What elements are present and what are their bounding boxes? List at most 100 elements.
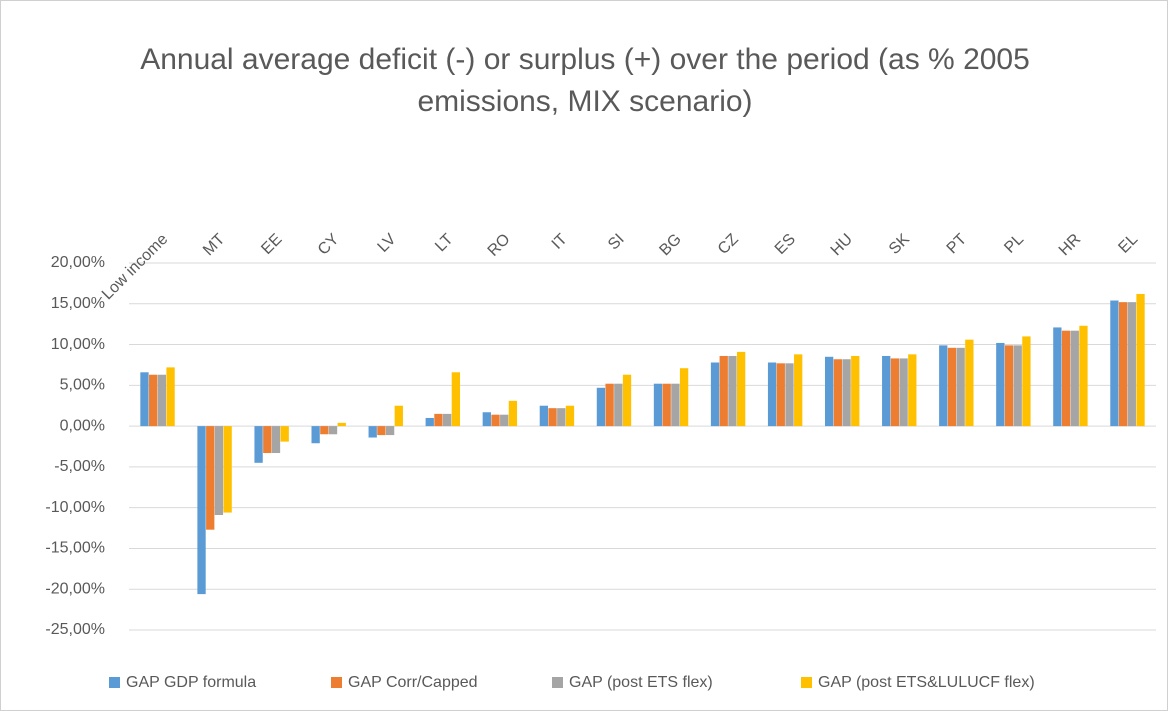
bar — [140, 372, 149, 427]
x-tick-label: CY — [315, 231, 343, 259]
bar — [337, 422, 346, 427]
x-tick-label: HR — [1056, 231, 1084, 259]
y-tick-label: 15,00% — [51, 295, 105, 312]
x-tick-label: LV — [375, 231, 400, 256]
bar — [671, 383, 680, 427]
bar — [328, 426, 338, 435]
bar — [539, 405, 549, 427]
bar — [614, 383, 623, 427]
bar — [882, 355, 891, 427]
bar — [662, 383, 671, 427]
bar — [434, 413, 443, 427]
bar — [605, 383, 614, 427]
bar — [965, 339, 974, 427]
bar — [785, 363, 794, 427]
x-tick-label: Low income — [99, 231, 171, 303]
bar — [842, 359, 851, 427]
bar — [394, 405, 403, 427]
bar — [157, 374, 167, 427]
y-tick-label: 5,00% — [60, 377, 105, 394]
x-tick-label: LT — [432, 231, 457, 256]
bar — [947, 347, 957, 427]
bar — [1053, 327, 1062, 427]
bar — [653, 383, 663, 427]
bar — [557, 408, 566, 427]
bar — [956, 347, 965, 427]
y-tick-label: 0,00% — [60, 417, 105, 434]
legend-label: GAP (post ETS flex) — [569, 674, 713, 691]
bar — [508, 400, 518, 427]
bar — [443, 413, 452, 427]
bar — [214, 426, 224, 516]
y-tick-label: -25,00% — [45, 621, 105, 638]
x-tick-label: EL — [1115, 231, 1141, 257]
legend-swatch — [801, 677, 812, 688]
legend-swatch — [552, 677, 563, 688]
x-tick-label: PT — [944, 231, 971, 258]
bar — [565, 405, 575, 427]
bar — [596, 387, 606, 427]
x-tick-label: CZ — [715, 231, 742, 258]
x-tick-label: IT — [549, 231, 571, 253]
legend-swatch — [331, 677, 342, 688]
bar — [1070, 330, 1079, 427]
bar — [939, 345, 948, 427]
bar — [719, 355, 728, 427]
bar — [166, 367, 175, 427]
bar — [311, 426, 320, 444]
bar — [1110, 300, 1119, 427]
bar — [1136, 293, 1145, 427]
bar — [482, 412, 491, 427]
bar — [377, 426, 386, 436]
x-tick-label: PL — [1001, 231, 1027, 257]
bar — [425, 417, 434, 427]
bar — [1061, 330, 1071, 427]
legend-label: GAP (post ETS&LULUCF flex) — [818, 674, 1035, 691]
bar — [908, 354, 917, 427]
bar — [1079, 325, 1088, 427]
legend-label: GAP GDP formula — [126, 674, 256, 691]
x-tick-label: HU — [828, 231, 856, 259]
bar — [1127, 302, 1136, 427]
bar — [1118, 302, 1128, 427]
bar — [728, 355, 737, 427]
x-tick-label: MT — [200, 231, 229, 260]
bar — [491, 414, 500, 427]
bar — [794, 354, 803, 427]
bar — [149, 374, 158, 427]
y-tick-label: 20,00% — [51, 254, 105, 271]
x-tick-label: SI — [605, 231, 628, 254]
y-tick-label: -5,00% — [54, 458, 105, 475]
x-tick-label: ES — [772, 231, 799, 258]
chart-title: Annual average deficit (-) or surplus (+… — [140, 43, 1030, 118]
bar — [548, 408, 557, 427]
bar — [890, 358, 900, 427]
bar — [320, 426, 329, 435]
bar — [197, 426, 206, 595]
x-tick-label: SK — [886, 231, 913, 258]
bar — [776, 363, 785, 427]
bar — [254, 426, 263, 463]
bar — [767, 362, 777, 427]
x-tick-label: BG — [656, 231, 684, 259]
bar — [271, 426, 281, 454]
legend-label: GAP Corr/Capped — [348, 674, 478, 691]
y-tick-label: -10,00% — [45, 499, 105, 516]
y-tick-label: 10,00% — [51, 336, 105, 353]
bar — [280, 426, 289, 442]
x-tick-label: RO — [485, 231, 514, 260]
y-tick-label: -20,00% — [45, 580, 105, 597]
bar — [385, 426, 395, 436]
bar — [500, 414, 509, 427]
bar — [996, 342, 1005, 427]
x-tick-label: EE — [258, 231, 285, 258]
y-tick-label: -15,00% — [45, 540, 105, 557]
legend-swatch — [109, 677, 120, 688]
bar — [679, 368, 689, 427]
bar — [223, 426, 232, 513]
bar — [1022, 336, 1031, 427]
bar — [833, 359, 842, 427]
bar — [1004, 345, 1014, 427]
